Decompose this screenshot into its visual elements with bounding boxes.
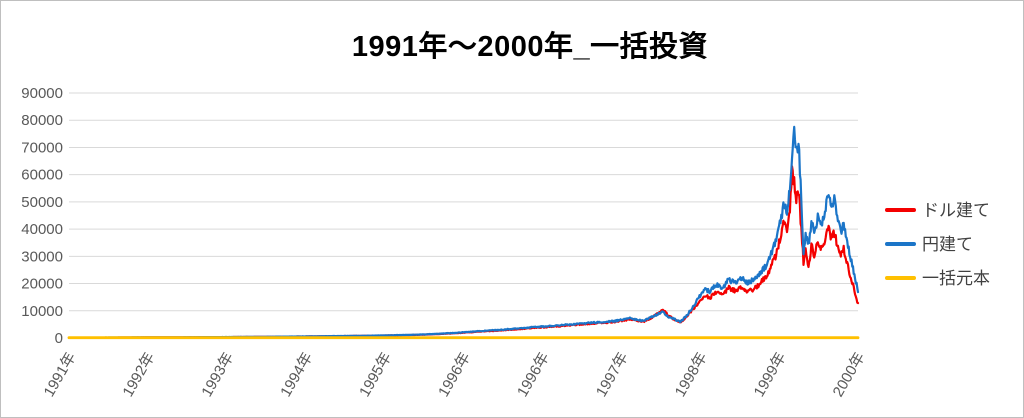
legend-label-principal: 一括元本 [922, 268, 990, 288]
legend-swatch-dollar-line [885, 208, 916, 212]
legend-label-dollar: ドル建て [922, 200, 990, 220]
y-axis-tick-label: 20000 [21, 276, 63, 293]
x-axis-tick-label: 1993年 [198, 350, 237, 400]
legend-swatch-yen-line [885, 242, 916, 246]
x-axis-tick-label: 1996年 [435, 350, 474, 400]
legend-item-dollar: ドル建て [885, 200, 990, 220]
legend-item-yen: 円建て [885, 234, 990, 254]
y-axis-tick-label: 40000 [21, 221, 63, 238]
x-axis-tick-label: 1992年 [119, 350, 158, 400]
y-axis-tick-label: 0 [55, 330, 63, 347]
y-axis-tick-label: 70000 [21, 139, 63, 156]
legend: ドル建て 円建て 一括元本 [885, 200, 990, 305]
series-line-yen [67, 125, 860, 339]
x-axis-tick-label: 1998年 [672, 350, 711, 400]
x-axis-tick-label: 2000年 [830, 350, 869, 400]
y-axis-tick-label: 30000 [21, 248, 63, 265]
x-axis-tick-label: 1991年 [41, 350, 80, 400]
x-axis-tick-label: 1997年 [593, 350, 632, 400]
series-line-dollar [67, 165, 860, 339]
y-axis-tick-label: 10000 [21, 303, 63, 320]
legend-label-yen: 円建て [922, 234, 973, 254]
y-axis-tick-label: 50000 [21, 194, 63, 211]
x-axis-tick-label: 1999年 [751, 350, 790, 400]
y-axis-tick-label: 90000 [21, 85, 63, 102]
x-axis-tick-label: 1994年 [277, 350, 316, 400]
x-axis-tick-label: 1995年 [356, 350, 395, 400]
legend-item-principal: 一括元本 [885, 268, 990, 288]
y-axis-tick-label: 60000 [21, 167, 63, 184]
legend-swatch-principal-line [885, 276, 916, 280]
chart-title: 1991年〜2000年_一括投資 [351, 31, 709, 63]
y-axis-tick-label: 80000 [21, 112, 63, 129]
x-axis-tick-label: 1996年 [514, 350, 553, 400]
